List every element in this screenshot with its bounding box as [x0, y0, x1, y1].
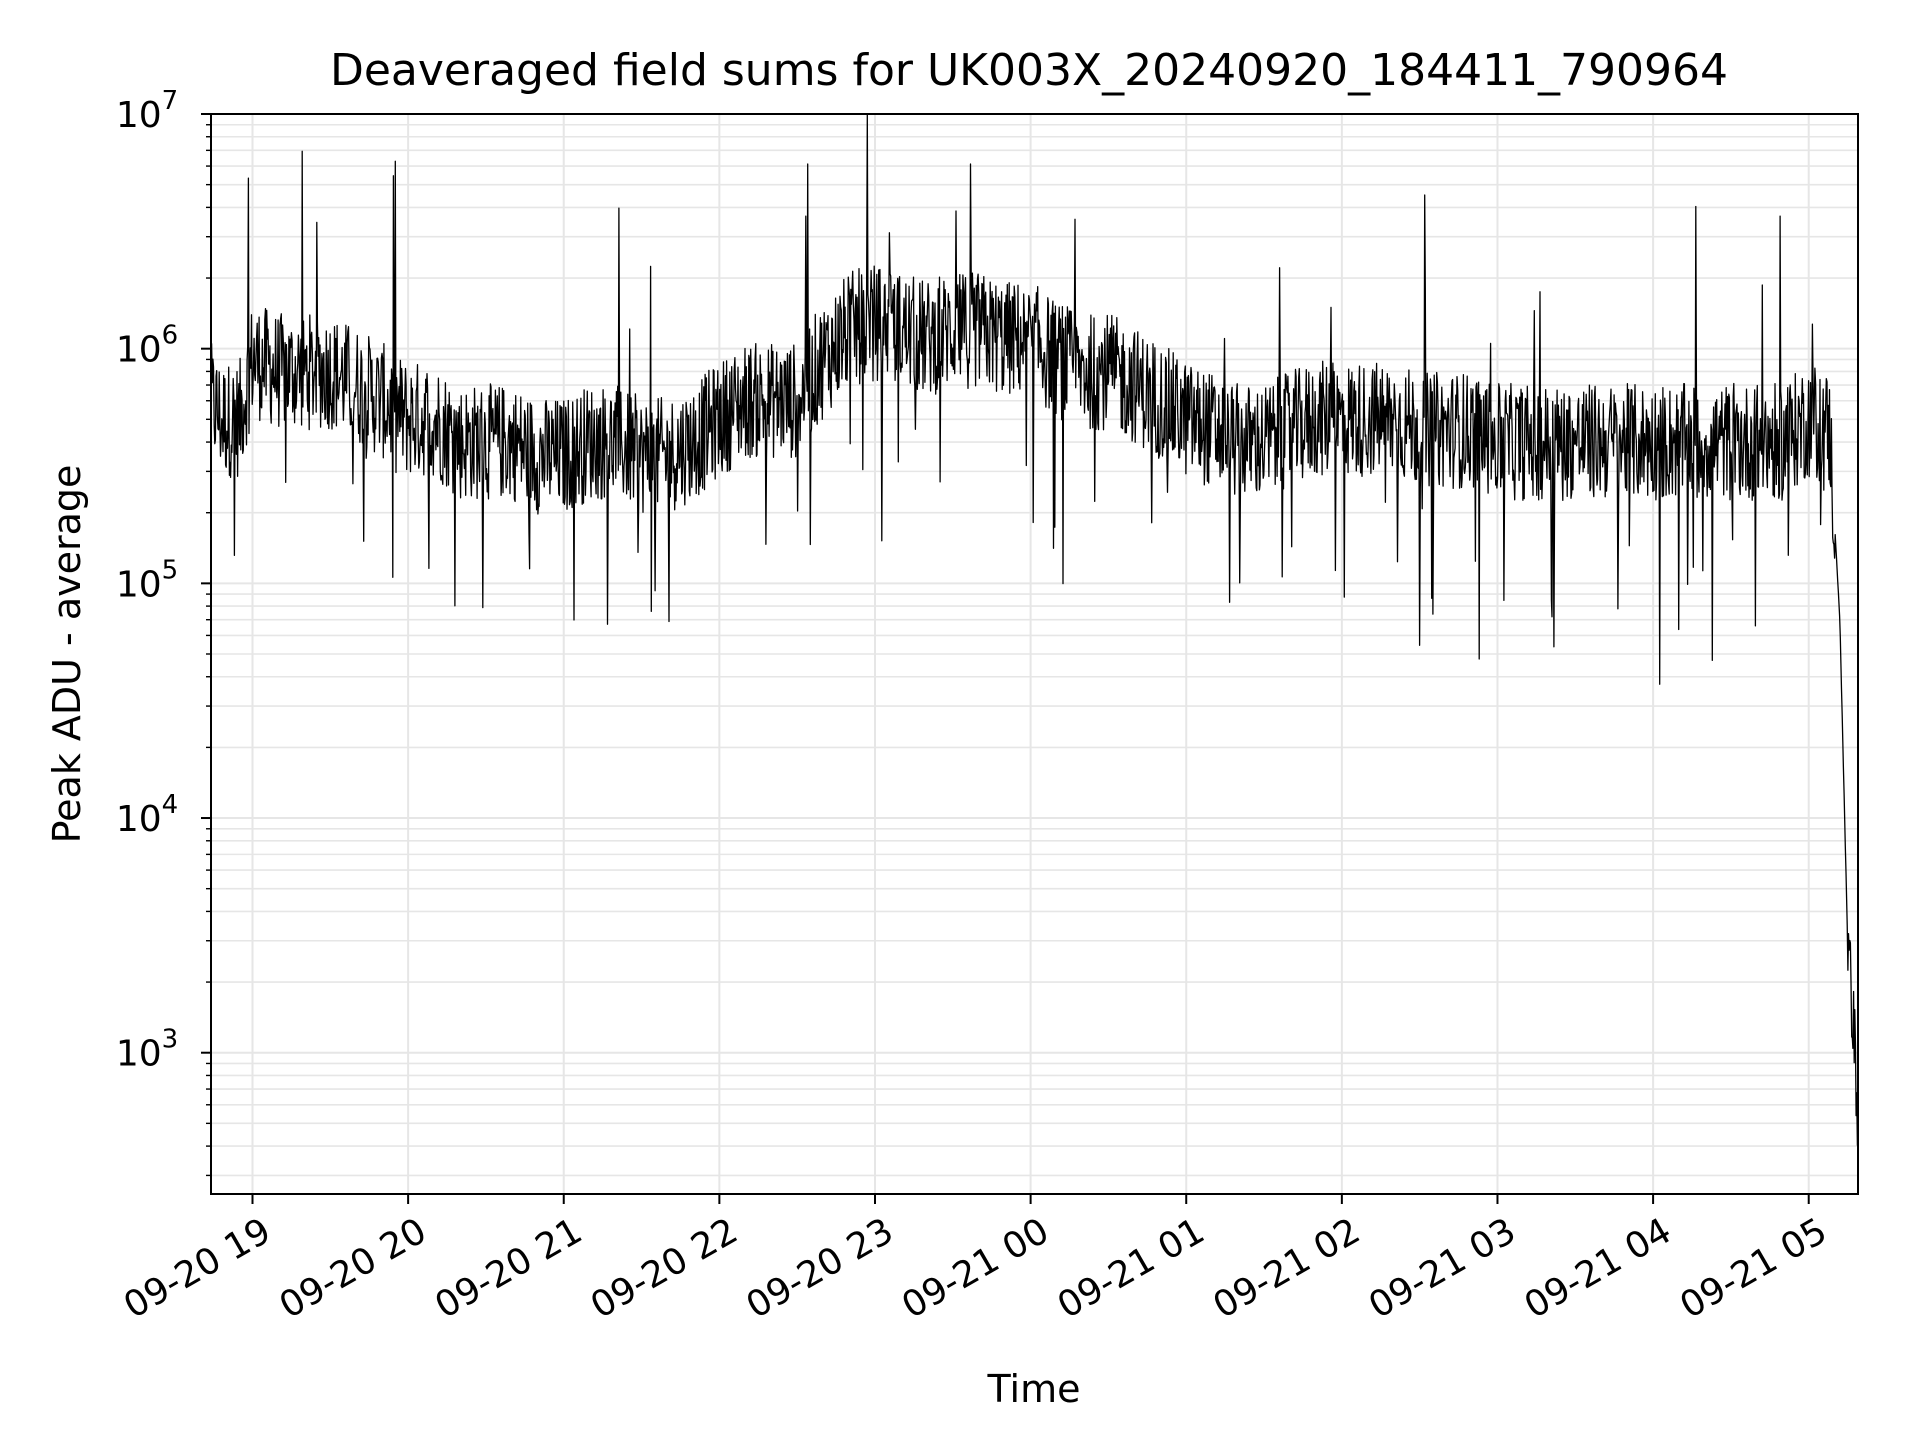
chart-title: Deaveraged field sums for UK003X_2024092…	[330, 45, 1728, 96]
y-axis: 103 104 105 106 107	[116, 86, 211, 1177]
y-axis-label: Peak ADU - average	[45, 465, 89, 844]
y-tick-label: 106	[116, 321, 178, 371]
x-axis-label: Time	[987, 1367, 1081, 1411]
grid	[211, 113, 1858, 1194]
y-tick-label: 104	[116, 790, 178, 840]
y-tick-label: 105	[116, 555, 178, 605]
series-line	[211, 114, 1858, 1146]
y-tick-label: 107	[116, 86, 178, 136]
y-tick-label: 103	[116, 1025, 178, 1075]
